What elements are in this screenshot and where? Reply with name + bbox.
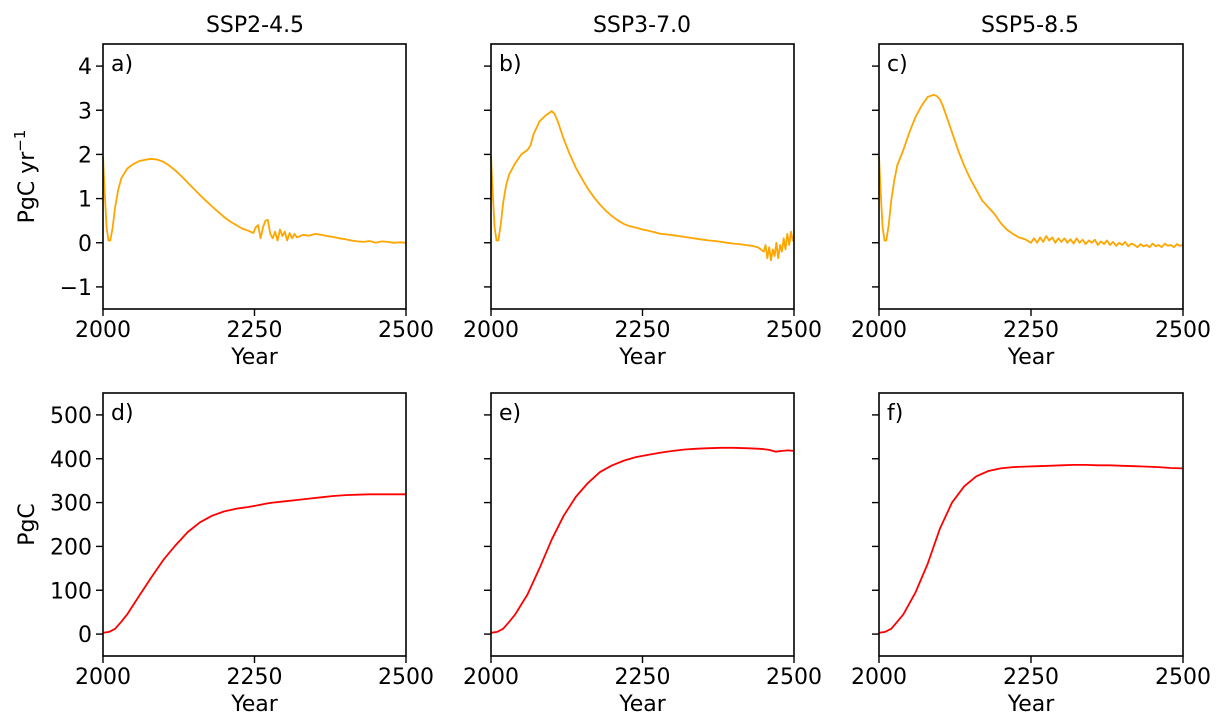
panel-3-xtick-label: 2250 — [1003, 318, 1059, 343]
panel-4-ytick-label: 200 — [50, 535, 92, 560]
panel-6-panel-letter: f) — [887, 401, 903, 426]
panel-4-x-axis-title: Year — [230, 692, 279, 717]
panel-3-x-axis-title: Year — [1007, 345, 1056, 370]
panel-1-ytick-label: −1 — [60, 276, 92, 301]
panel-3-xtick-label: 2500 — [1155, 318, 1211, 343]
panel-4-xtick-label: 2250 — [227, 665, 283, 690]
panel-4-xtick-label: 2500 — [378, 665, 434, 690]
panel-3-series-line — [878, 93, 1184, 249]
panel-5-axes-frame — [490, 392, 795, 657]
panel-4-y-axis-title: PgC — [15, 503, 40, 546]
panel-3-panel-letter: c) — [887, 52, 908, 77]
panel-4-panel-letter: d) — [111, 401, 134, 426]
panel-6-series-line — [878, 463, 1184, 634]
panel-4-ytick-label: 100 — [50, 579, 92, 604]
column-title-2: SSP3-7.0 — [593, 13, 691, 38]
panel-5-xtick-label: 2500 — [766, 665, 822, 690]
panel-2-series-line — [490, 110, 795, 262]
panel-3-xtick-label: 2000 — [851, 318, 907, 343]
panel-1-xtick-label: 2500 — [378, 318, 434, 343]
panel-6-x-axis-title: Year — [1007, 692, 1056, 717]
panel-1-y-axis-title: PgC yr−1 — [11, 130, 40, 224]
panel-1-xtick-label: 2000 — [75, 318, 131, 343]
panel-5-series-line — [490, 446, 795, 634]
panel-1-ytick-label: 3 — [78, 99, 92, 124]
panel-6-xtick-label: 2000 — [851, 665, 907, 690]
panel-4-xtick-label: 2000 — [75, 665, 131, 690]
panel-2-panel-letter: b) — [499, 52, 522, 77]
panel-2-axes-frame — [490, 43, 795, 310]
panel-2-xtick-label: 2500 — [766, 318, 822, 343]
panel-2-xtick-label: 2000 — [463, 318, 519, 343]
panel-1-ytick-label: 2 — [78, 143, 92, 168]
panel-6-xtick-label: 2500 — [1155, 665, 1211, 690]
panel-6-xtick-label: 2250 — [1003, 665, 1059, 690]
panel-5-xtick-label: 2000 — [463, 665, 519, 690]
panel-1-axes-frame — [102, 43, 407, 310]
panel-4-ytick-label: 300 — [50, 492, 92, 517]
panel-4-series-line — [102, 493, 406, 634]
panel-4-ytick-label: 0 — [78, 623, 92, 648]
panel-1-ytick-label: 0 — [78, 232, 92, 257]
panel-5-x-axis-title: Year — [618, 692, 667, 717]
panel-5-xtick-label: 2250 — [615, 665, 671, 690]
panel-1-ytick-label: 1 — [78, 188, 92, 213]
panel-4-ytick-label: 400 — [50, 448, 92, 473]
column-title-1: SSP2-4.5 — [206, 13, 304, 38]
panel-1-panel-letter: a) — [111, 52, 133, 77]
panel-1-series-line — [102, 156, 407, 244]
panel-5-panel-letter: e) — [499, 401, 521, 426]
panel-4-ytick-label: 500 — [50, 404, 92, 429]
panel-1-y-axis-title-exponent: −1 — [11, 130, 29, 152]
panel-4-axes-frame — [102, 392, 407, 657]
column-title-3: SSP5-8.5 — [981, 13, 1079, 38]
panel-1-ytick-label: 4 — [78, 55, 92, 80]
panel-1-x-axis-title: Year — [230, 345, 279, 370]
panel-3-axes-frame — [878, 43, 1184, 310]
panel-2-xtick-label: 2250 — [615, 318, 671, 343]
panel-1-xtick-label: 2250 — [227, 318, 283, 343]
panel-2-x-axis-title: Year — [618, 345, 667, 370]
panel-6-axes-frame — [878, 392, 1184, 657]
